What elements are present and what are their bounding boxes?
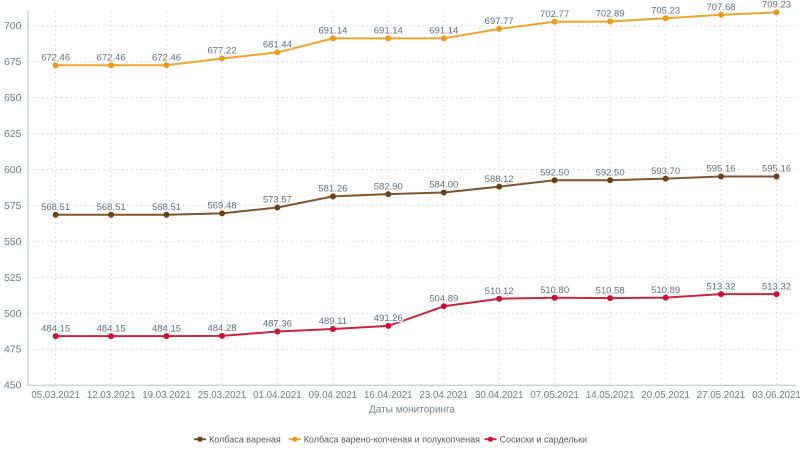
- svg-text:484.15: 484.15: [97, 323, 126, 334]
- svg-text:697.77: 697.77: [485, 16, 514, 27]
- svg-text:25.03.2021: 25.03.2021: [198, 390, 247, 401]
- svg-text:691.14: 691.14: [374, 26, 403, 37]
- svg-text:588.12: 588.12: [485, 174, 514, 185]
- svg-text:489.11: 489.11: [319, 316, 347, 327]
- svg-text:593.70: 593.70: [651, 166, 680, 177]
- svg-text:691.14: 691.14: [318, 26, 347, 37]
- svg-text:484.15: 484.15: [41, 323, 70, 334]
- svg-text:19.03.2021: 19.03.2021: [142, 390, 191, 401]
- svg-text:510.12: 510.12: [485, 286, 514, 297]
- svg-text:672.46: 672.46: [97, 53, 126, 64]
- svg-text:672.46: 672.46: [152, 53, 181, 64]
- svg-text:30.04.2021: 30.04.2021: [475, 390, 524, 401]
- svg-text:09.04.2021: 09.04.2021: [309, 390, 358, 401]
- svg-text:681.44: 681.44: [263, 40, 292, 51]
- svg-text:05.03.2021: 05.03.2021: [31, 390, 80, 401]
- svg-text:672.46: 672.46: [41, 53, 70, 64]
- svg-text:550: 550: [4, 236, 22, 248]
- svg-text:568.51: 568.51: [152, 202, 181, 213]
- svg-text:510.89: 510.89: [651, 285, 680, 296]
- svg-text:07.05.2021: 07.05.2021: [530, 390, 579, 401]
- svg-text:700: 700: [4, 20, 22, 32]
- svg-text:03.06.2021: 03.06.2021: [752, 390, 800, 401]
- svg-text:568.51: 568.51: [97, 202, 126, 213]
- svg-text:500: 500: [4, 308, 22, 320]
- svg-text:625: 625: [4, 128, 22, 140]
- svg-text:Колбаса вареная: Колбаса вареная: [209, 435, 281, 445]
- svg-text:510.58: 510.58: [596, 285, 625, 296]
- svg-text:475: 475: [4, 344, 22, 356]
- svg-text:484.28: 484.28: [207, 323, 236, 334]
- svg-text:575: 575: [4, 200, 22, 212]
- svg-text:Сосиски и сардельки: Сосиски и сардельки: [500, 435, 588, 445]
- svg-text:569.48: 569.48: [207, 201, 236, 212]
- svg-text:584.00: 584.00: [429, 180, 458, 191]
- svg-text:450: 450: [4, 380, 22, 392]
- svg-text:491.26: 491.26: [374, 313, 403, 324]
- svg-text:675: 675: [4, 56, 22, 68]
- svg-text:600: 600: [4, 164, 22, 176]
- svg-text:709.23: 709.23: [762, 0, 791, 11]
- svg-text:525: 525: [4, 272, 22, 284]
- svg-text:27.05.2021: 27.05.2021: [697, 390, 746, 401]
- svg-text:595.16: 595.16: [706, 164, 735, 175]
- svg-text:Даты мониторинга: Даты мониторинга: [369, 405, 455, 416]
- svg-text:14.05.2021: 14.05.2021: [586, 390, 635, 401]
- svg-text:510.80: 510.80: [540, 285, 569, 296]
- svg-text:707.68: 707.68: [706, 2, 735, 13]
- svg-text:592.50: 592.50: [540, 168, 569, 179]
- svg-text:592.50: 592.50: [596, 168, 625, 179]
- svg-text:677.22: 677.22: [207, 46, 236, 57]
- svg-text:16.04.2021: 16.04.2021: [364, 390, 413, 401]
- svg-text:595.16: 595.16: [762, 164, 791, 175]
- svg-text:01.04.2021: 01.04.2021: [253, 390, 302, 401]
- svg-text:12.03.2021: 12.03.2021: [87, 390, 136, 401]
- svg-text:513.32: 513.32: [762, 281, 791, 292]
- svg-text:23.04.2021: 23.04.2021: [420, 390, 469, 401]
- svg-text:702.89: 702.89: [596, 9, 625, 20]
- svg-text:573.57: 573.57: [263, 195, 292, 206]
- svg-text:568.51: 568.51: [41, 202, 70, 213]
- svg-text:705.23: 705.23: [651, 5, 680, 16]
- svg-text:504.89: 504.89: [429, 294, 458, 305]
- svg-text:Колбаса варено-копченая и полу: Колбаса варено-копченая и полукопченая: [304, 435, 480, 445]
- svg-text:691.14: 691.14: [429, 26, 458, 37]
- svg-text:484.15: 484.15: [152, 323, 181, 334]
- svg-text:20.05.2021: 20.05.2021: [641, 390, 690, 401]
- svg-text:702.77: 702.77: [540, 9, 569, 20]
- svg-text:487.36: 487.36: [263, 319, 292, 330]
- svg-text:582.90: 582.90: [374, 181, 403, 192]
- svg-text:513.32: 513.32: [706, 281, 735, 292]
- svg-text:581.26: 581.26: [318, 184, 347, 195]
- svg-text:650: 650: [4, 92, 22, 104]
